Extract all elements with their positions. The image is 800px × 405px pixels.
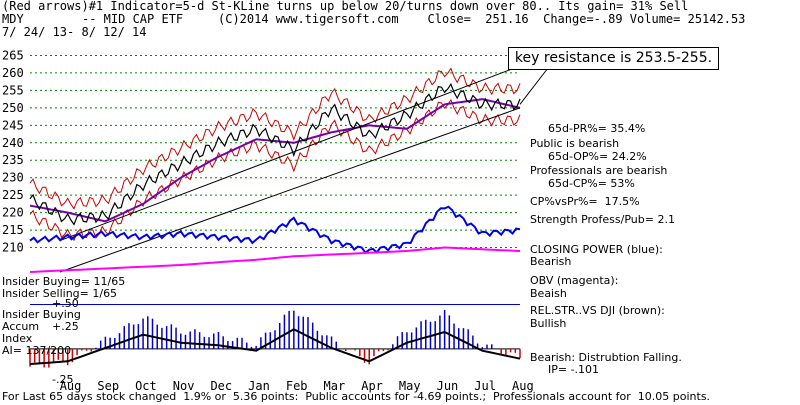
upper-band <box>29 67 521 210</box>
x-tick-label: Mar <box>324 379 346 393</box>
y-tick-label: 240 <box>2 136 24 150</box>
x-tick-label: May <box>399 379 421 393</box>
cpvspr-label: CP%vsPr%= 17.5% <box>530 195 640 208</box>
obv-state: Beaish <box>530 287 567 300</box>
x-tick-label: Nov <box>173 379 195 393</box>
relstr-state: Bullish <box>530 317 567 330</box>
index-label: Index <box>2 332 33 345</box>
obv-line <box>29 246 521 273</box>
header-stats: (C)2014 www.tigersoft.com Close= 251.16 … <box>218 12 746 26</box>
strength-label: Strength Profess/Pub= 2.1 <box>530 213 675 226</box>
op-label: 65d-OP%= 24.2% <box>548 150 647 163</box>
insider-buying: Insider Buying <box>2 308 81 321</box>
upper-trendline <box>59 65 521 242</box>
header-date-range: 7/ 24/ 13- 8/ 12/ 14 <box>2 25 147 39</box>
y-tick-label: 225 <box>2 188 24 202</box>
closing-power-label: CLOSING POWER (blue): <box>530 243 663 256</box>
y-tick-label: 245 <box>2 118 24 132</box>
x-tick-label: Sep <box>97 379 119 393</box>
ai-plus50: +.50 <box>52 297 79 310</box>
x-tick-label: Feb <box>286 379 308 393</box>
relstr-line <box>29 328 521 365</box>
closing-power-line <box>29 205 521 255</box>
lower-trendline <box>59 107 521 273</box>
pros-label: Professionals are bearish <box>530 164 668 177</box>
y-tick-label: 210 <box>2 241 24 255</box>
x-tick-label: Apr <box>361 379 383 393</box>
y-tick-label: 250 <box>2 101 24 115</box>
callout-pointer <box>519 67 549 105</box>
pr-label: 65d-PR%= 35.4% <box>548 122 646 135</box>
closing-power-state: Bearish <box>530 255 572 268</box>
y-tick-label: 215 <box>2 223 24 237</box>
insider-buying-count: Insider Buying= 11/65 <box>2 275 126 288</box>
x-tick-label: Aug <box>60 379 82 393</box>
y-tick-label: 255 <box>2 83 24 97</box>
obv-label: OBV (magenta): <box>530 274 619 287</box>
header-name: -- MID CAP ETF <box>82 12 184 26</box>
x-tick-label: Jul <box>474 379 496 393</box>
x-tick-label: Aug <box>512 379 534 393</box>
footer-summary: For Last 65 days stock changed 1.9% or 5… <box>2 390 711 403</box>
header-symbol: MDY <box>2 12 24 26</box>
relstr-label: REL.STR..VS DJI (brown): <box>530 304 665 317</box>
x-tick-label: Jun <box>437 379 459 393</box>
x-tick-label: Oct <box>135 379 157 393</box>
y-tick-label: 220 <box>2 206 24 220</box>
ai-value: AI= 137/200 <box>2 344 72 357</box>
insider-selling: Insider Selling= 1/65 <box>2 287 118 300</box>
ip-label: IP= -.101 <box>548 363 600 376</box>
ai-minus25: -.25 <box>52 373 74 386</box>
y-tick-label: 260 <box>2 66 24 80</box>
lower-band <box>29 98 521 242</box>
accum-label: Accum <box>2 320 40 333</box>
price-series <box>29 82 521 226</box>
accum-state: Bearish: Distrubtion Falling. <box>530 351 682 364</box>
y-tick-label: 265 <box>2 48 24 62</box>
header-line-1: (Red arrows)#1 Indicator=5-d St-KLine tu… <box>2 0 689 13</box>
public-label: Public is bearish <box>530 137 620 150</box>
resistance-callout: key resistance is 253.5-255. <box>508 47 719 70</box>
ai-plus25: +.25 <box>52 320 79 333</box>
cp-label: 65d-CP%= 53% <box>548 177 635 190</box>
x-tick-label: Jan <box>248 379 270 393</box>
y-tick-label: 235 <box>2 153 24 167</box>
y-tick-label: 230 <box>2 171 24 185</box>
moving-average <box>29 98 521 223</box>
x-tick-label: Dec <box>210 379 232 393</box>
